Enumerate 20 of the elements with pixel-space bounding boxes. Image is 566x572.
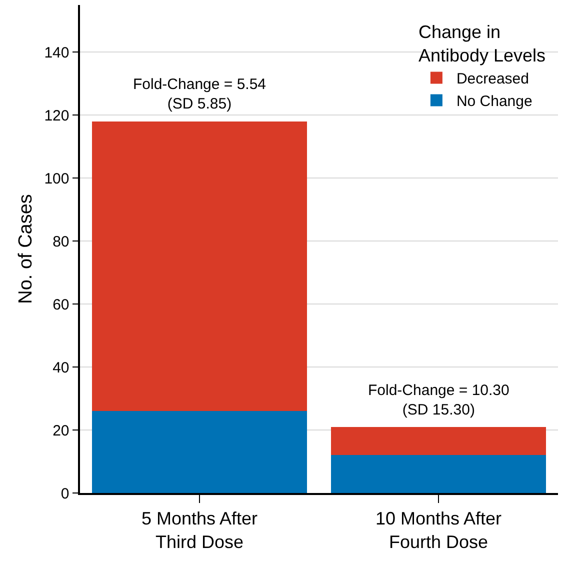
y-tick-label: 0 (60, 485, 70, 502)
bar (330, 426, 546, 456)
annotation: Fold-Change = 10.30 (SD 15.30) (368, 382, 510, 418)
y-axis-title: No. of Cases (16, 194, 36, 304)
y-tick-label: 20 (52, 422, 70, 440)
bar (330, 455, 546, 493)
legend-title: Change in Antibody Levels (418, 22, 546, 66)
y-tick-label: 80 (52, 233, 70, 250)
y-tick-label: 100 (44, 170, 70, 188)
y-tick-label: 60 (52, 296, 70, 314)
legend-label: Decreased (456, 70, 529, 88)
legend-label: No Change (456, 93, 532, 110)
y-tick-label: 140 (44, 44, 70, 62)
x-tick-label: 10 Months After Fourth Dose (375, 508, 502, 552)
annotation: Fold-Change = 5.54 (SD 5.85) (133, 76, 266, 112)
y-tick-label: 120 (44, 107, 70, 124)
bar (92, 411, 308, 493)
y-tick-label: 40 (52, 359, 70, 376)
x-tick-label: 5 Months After Third Dose (141, 508, 258, 552)
bar (92, 121, 308, 412)
